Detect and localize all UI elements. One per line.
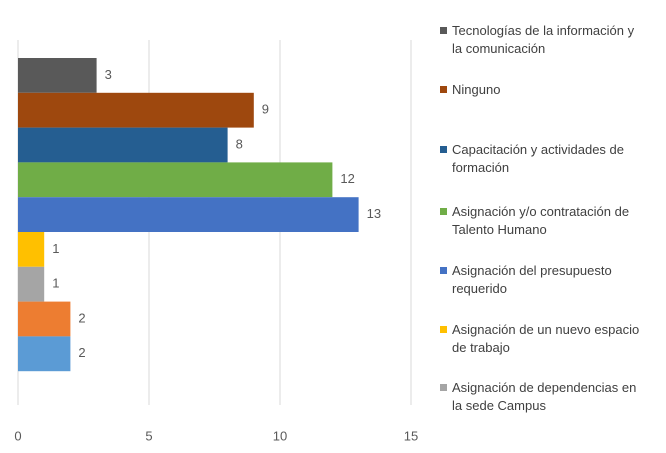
- legend-label: Asignación del presupuesto requerido: [452, 263, 612, 296]
- legend-item: Tecnologías de la información y la comun…: [440, 22, 640, 57]
- bar: [18, 336, 71, 372]
- legend-swatch: [440, 86, 447, 93]
- legend-item: Asignación y/o contratación de Talento H…: [440, 203, 640, 238]
- legend-item: Capacitación y actividades de formación: [440, 141, 640, 176]
- data-label: 8: [236, 136, 243, 151]
- legend-swatch: [440, 208, 447, 215]
- data-label: 9: [262, 102, 269, 117]
- legend-label: Ninguno: [452, 82, 501, 97]
- bar: [18, 127, 228, 163]
- x-tick-label: 0: [14, 428, 21, 443]
- legend-swatch: [440, 27, 447, 34]
- legend-item: Ninguno: [440, 81, 640, 99]
- bar: [18, 58, 97, 93]
- bar: [18, 266, 45, 302]
- data-label: 13: [367, 206, 381, 221]
- bar: [18, 162, 333, 198]
- x-tick-label: 15: [404, 428, 418, 443]
- bar: [18, 197, 359, 232]
- x-tick-label: 10: [273, 428, 287, 443]
- bar: [18, 92, 254, 128]
- data-label: 2: [78, 310, 85, 325]
- x-tick-label: 5: [145, 428, 152, 443]
- data-label: 1: [52, 241, 59, 256]
- legend-label: Tecnologías de la información y la comun…: [452, 23, 635, 56]
- legend-label: Asignación y/o contratación de Talento H…: [452, 204, 630, 237]
- legend-label: Asignación de dependencias en la sede Ca…: [452, 380, 637, 413]
- bar: [18, 232, 45, 267]
- legend-swatch: [440, 384, 447, 391]
- legend-swatch: [440, 267, 447, 274]
- legend-label: Asignación de un nuevo espacio de trabaj…: [452, 322, 640, 355]
- legend-item: Asignación de dependencias en la sede Ca…: [440, 379, 640, 414]
- legend-item: Asignación del presupuesto requerido: [440, 262, 640, 297]
- legend-item: Asignación de un nuevo espacio de trabaj…: [440, 321, 640, 356]
- data-label: 2: [78, 345, 85, 360]
- data-label: 3: [105, 67, 112, 82]
- data-label: 1: [52, 276, 59, 291]
- legend-label: Capacitación y actividades de formación: [452, 142, 624, 175]
- bar: [18, 301, 71, 337]
- legend-swatch: [440, 326, 447, 333]
- data-label: 12: [340, 171, 354, 186]
- legend-swatch: [440, 146, 447, 153]
